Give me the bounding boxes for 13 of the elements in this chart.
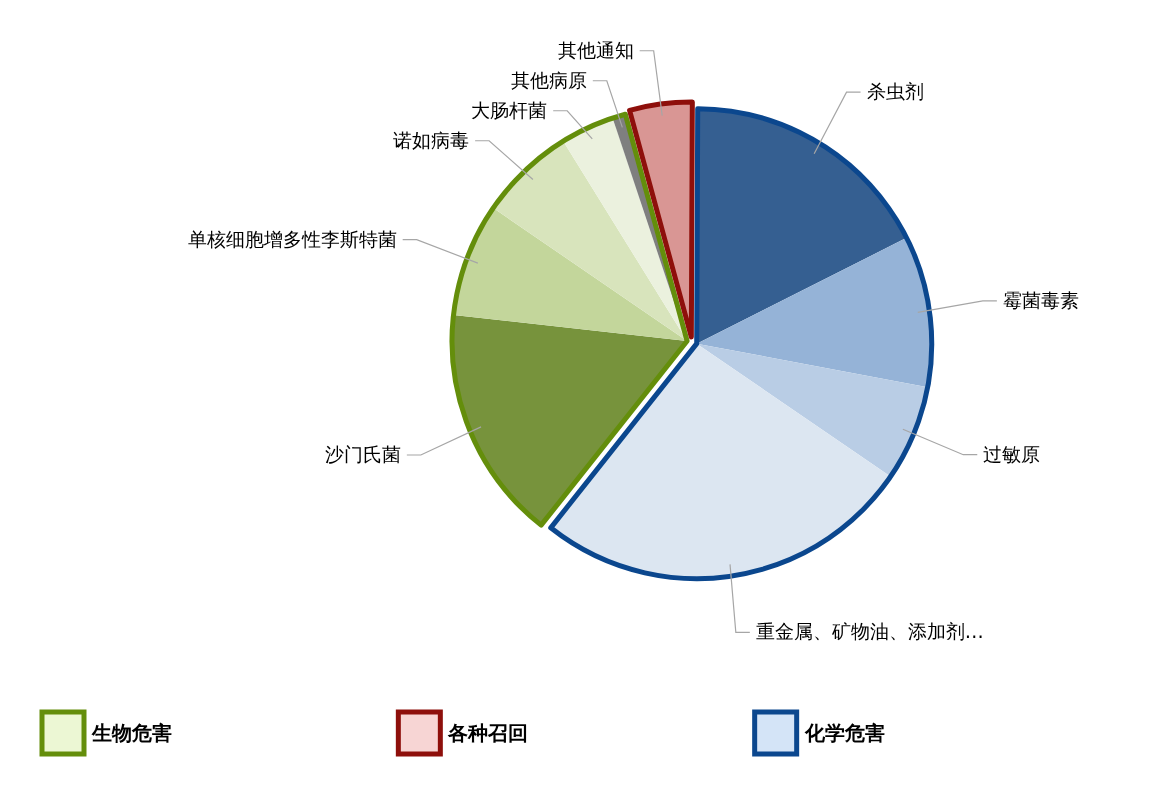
slice-label: 其他病原 [510, 68, 587, 91]
slice-label: 重金属、矿物油、添加剂… [755, 620, 984, 643]
slice-label: 单核细胞增多性李斯特菌 [187, 227, 397, 250]
text: 化学危害 [803, 721, 885, 745]
slice-label: 其他通知 [557, 38, 634, 61]
text: 生物危害 [91, 721, 172, 745]
slice-label: 杀虫剂 [866, 80, 924, 103]
slice-label: 沙门氏菌 [324, 442, 401, 465]
slice-label: 霉菌毒素 [1002, 288, 1079, 311]
slice-label: 诺如病毒 [393, 128, 470, 151]
text: 各种召回 [447, 721, 529, 745]
slice-label: 大肠杆菌 [471, 98, 548, 121]
slice-label: 过敏原 [983, 442, 1041, 465]
